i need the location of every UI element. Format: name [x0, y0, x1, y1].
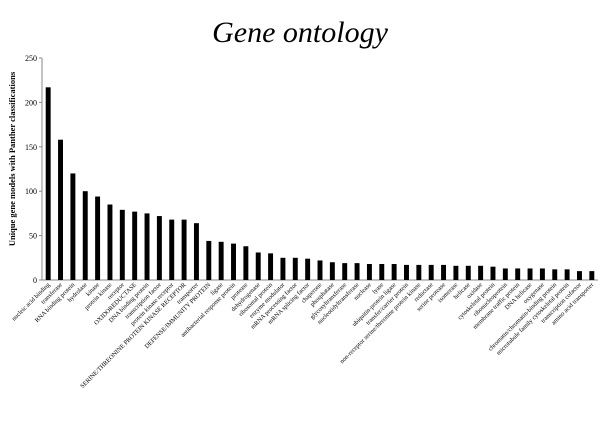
bar [95, 196, 101, 280]
bar [366, 264, 372, 280]
y-tick-label: 50 [29, 232, 37, 241]
bar [354, 263, 360, 280]
bar [404, 264, 409, 280]
bar [181, 219, 187, 280]
bar [169, 219, 175, 280]
bar [268, 253, 274, 280]
y-tick-label: 150 [25, 143, 37, 152]
bar [342, 263, 348, 280]
bar [589, 271, 595, 280]
bar [156, 216, 162, 280]
y-tick-label: 200 [25, 98, 37, 107]
bar [416, 264, 422, 280]
bar [465, 265, 471, 280]
bar [280, 257, 286, 280]
bar [441, 264, 447, 280]
bar [502, 268, 508, 280]
bar [193, 223, 199, 280]
bar [45, 87, 51, 280]
y-axis-label: Unique gene models with Panther classifi… [7, 71, 17, 246]
bar [428, 264, 434, 280]
bar [206, 240, 212, 280]
bar [292, 257, 298, 280]
bar [527, 268, 533, 280]
bar [218, 241, 224, 280]
y-tick-label: 250 [25, 54, 37, 63]
bar [255, 252, 261, 280]
bar [539, 268, 545, 280]
y-tick-label: 100 [25, 187, 37, 196]
bar [144, 213, 150, 280]
bar [453, 265, 459, 280]
bar [576, 271, 582, 280]
chart-title: Gene ontology [212, 16, 388, 49]
bar [391, 264, 397, 280]
bar [58, 139, 64, 280]
bar [478, 265, 484, 280]
bar [490, 266, 496, 280]
bar [70, 173, 76, 280]
bar [305, 258, 311, 280]
bar [564, 269, 570, 280]
bar [515, 268, 521, 280]
bar [82, 191, 88, 280]
bar [329, 262, 335, 280]
bars [45, 87, 595, 280]
bar [107, 204, 113, 280]
bar [231, 243, 236, 280]
bar [379, 264, 385, 280]
bar [132, 211, 138, 280]
bar [119, 209, 125, 280]
bar [317, 260, 323, 280]
bar [552, 269, 558, 280]
bar [243, 246, 249, 280]
y-tick-label: 0 [33, 276, 37, 285]
y-ticks: 0 50 100 150 200 250 [25, 54, 42, 285]
